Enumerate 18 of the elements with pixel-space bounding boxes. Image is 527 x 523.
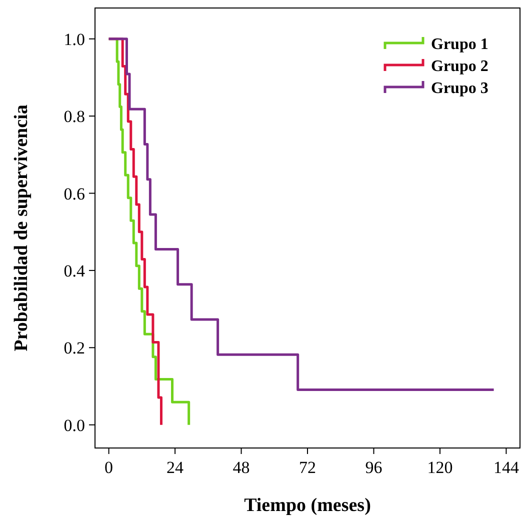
y-tick-label: 1.0 <box>64 30 85 49</box>
y-tick-label: 0.4 <box>64 261 86 280</box>
y-tick-label: 0.0 <box>64 416 85 435</box>
legend-label: Grupo 3 <box>431 80 488 97</box>
legend-label: Grupo 1 <box>431 36 488 53</box>
x-axis-title: Tiempo (meses) <box>244 495 371 516</box>
legend-label: Grupo 2 <box>431 58 488 75</box>
x-tick-label: 24 <box>166 458 184 477</box>
x-tick-label: 0 <box>104 458 114 477</box>
x-tick-label: 72 <box>299 458 316 477</box>
y-tick-label: 0.6 <box>64 184 85 204</box>
x-tick-label: 96 <box>365 458 382 477</box>
x-tick-label: 144 <box>493 458 520 477</box>
y-tick-label: 0.8 <box>64 107 85 126</box>
x-tick-label: 48 <box>232 458 250 477</box>
y-axis-title: Probabilidad de supervivencia <box>11 104 32 352</box>
x-tick-label: 120 <box>427 458 453 477</box>
y-tick-label: 0.2 <box>64 338 85 358</box>
